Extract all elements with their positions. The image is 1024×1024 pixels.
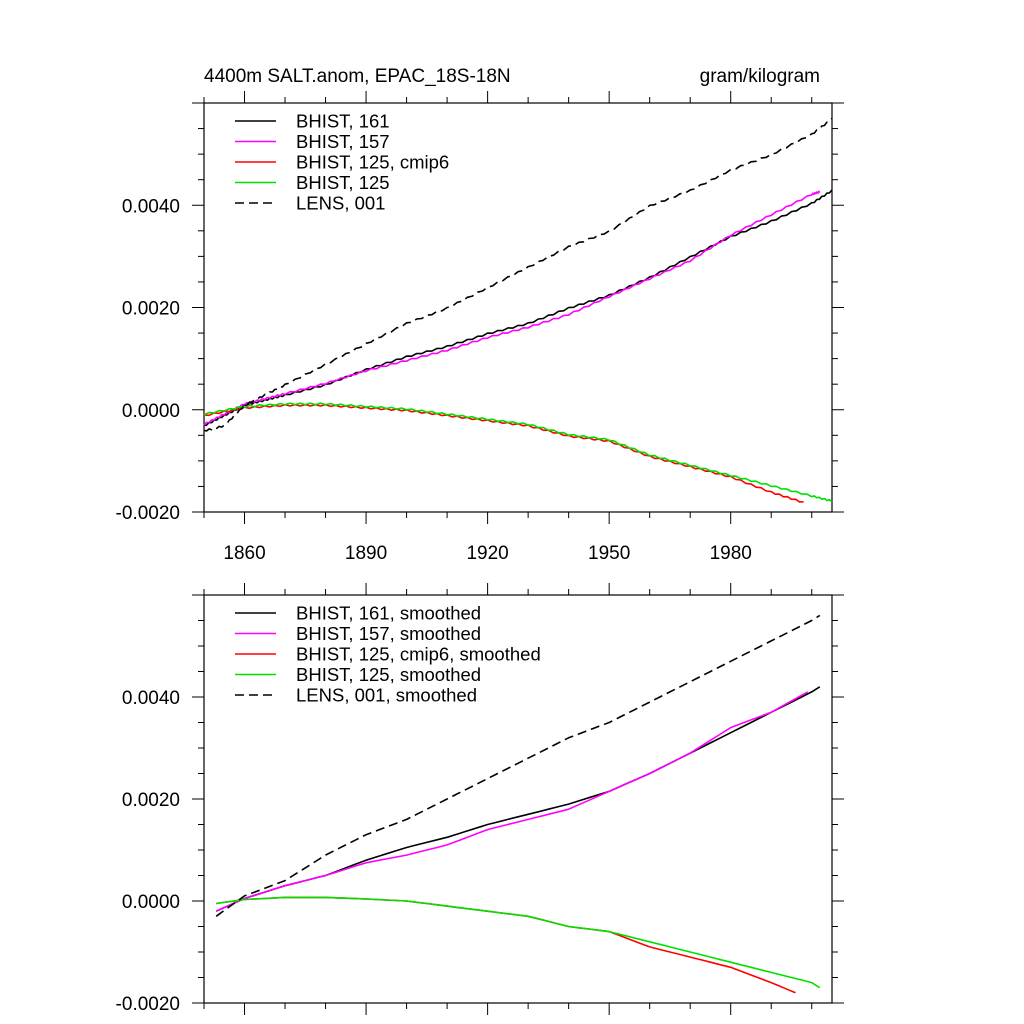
figure-title: 4400m SALT.anom, EPAC_18S-18N	[204, 66, 511, 87]
series-line	[216, 896, 821, 989]
y-tick-label: 0.0000	[122, 892, 180, 913]
series-line	[215, 686, 821, 912]
x-tick-label: 1980	[710, 543, 752, 564]
series-line	[203, 117, 833, 432]
legend-label: BHIST, 161	[296, 111, 390, 132]
y-tick-label: 0.0020	[122, 790, 180, 811]
legend-label: BHIST, 125	[296, 172, 390, 193]
legend-label: BHIST, 125, smoothed	[296, 664, 481, 685]
figure-units: gram/kilogram	[700, 66, 820, 87]
y-tick-label: 0.0040	[122, 196, 180, 217]
legend-label: BHIST, 157, smoothed	[296, 623, 481, 644]
y-tick-label: -0.0020	[116, 994, 180, 1015]
series-line	[203, 403, 804, 503]
legend-label: BHIST, 157	[296, 131, 390, 152]
series-line	[215, 614, 821, 917]
chart-panel-smoothed: -0.0020 0.0000 0.0020 0.0040 BHIST, 161, smo…	[116, 583, 844, 1015]
x-tick-label: 1860	[223, 543, 265, 564]
legend-label: BHIST, 125, cmip6	[296, 152, 449, 173]
x-tick-label: 1890	[345, 543, 387, 564]
x-tick-label: 1920	[466, 543, 508, 564]
x-tick-label: 1950	[588, 543, 630, 564]
series-line	[203, 402, 833, 503]
series-line	[215, 691, 809, 912]
legend-label: BHIST, 125, cmip6, smoothed	[296, 644, 541, 665]
legend-label: BHIST, 161, smoothed	[296, 603, 481, 624]
y-tick-label: -0.0020	[116, 503, 180, 524]
legend-label: LENS, 001, smoothed	[296, 685, 477, 706]
y-tick-label: 0.0020	[122, 299, 180, 320]
series-line	[203, 190, 821, 426]
chart-panel-raw: -0.0020 0.0000 0.0020 0.0040 1860 1890 1920 195…	[116, 91, 844, 564]
y-tick-label: 0.0000	[122, 401, 180, 422]
series-line	[216, 896, 796, 994]
y-tick-label: 0.0040	[122, 688, 180, 709]
legend-label: LENS, 001	[296, 193, 385, 214]
